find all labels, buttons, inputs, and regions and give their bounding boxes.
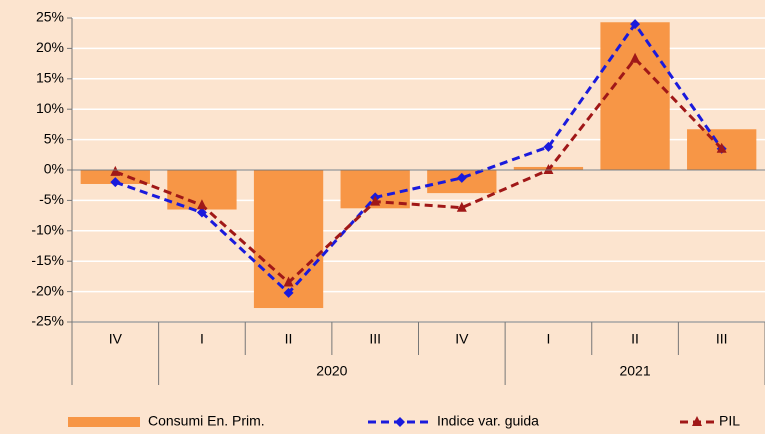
- y-tick-label: 10%: [36, 100, 64, 116]
- line: [114, 21, 723, 295]
- x-tick-label: III: [369, 331, 381, 347]
- x-tick-label: I: [200, 331, 204, 347]
- bar: [80, 170, 150, 184]
- marker: [196, 207, 207, 218]
- x-group-label: 2021: [619, 363, 650, 379]
- marker: [196, 199, 207, 210]
- marker: [395, 417, 405, 427]
- x-tick-label: II: [631, 331, 639, 347]
- bar: [253, 170, 324, 309]
- marker: [630, 19, 641, 30]
- marker: [716, 142, 727, 153]
- line: [114, 56, 723, 285]
- bar: [600, 22, 670, 171]
- y-tick-label: 25%: [36, 9, 64, 25]
- marker: [456, 172, 467, 183]
- y-tick-label: -10%: [31, 222, 64, 238]
- y-tick-label: -15%: [31, 252, 64, 268]
- legend-label: Consumi En. Prim.: [148, 413, 265, 429]
- marker: [630, 52, 641, 63]
- x-tick-label: I: [546, 331, 550, 347]
- legend-swatch: [68, 417, 140, 427]
- y-tick-label: 0%: [44, 161, 64, 177]
- marker: [110, 165, 121, 176]
- y-tick-label: 20%: [36, 39, 64, 55]
- y-tick-label: -20%: [31, 282, 64, 298]
- legend-label: PIL: [719, 413, 740, 429]
- marker: [283, 287, 294, 298]
- x-tick-label: III: [716, 331, 728, 347]
- marker: [543, 141, 554, 152]
- marker: [692, 416, 702, 426]
- marker: [456, 201, 467, 212]
- marker: [370, 195, 381, 206]
- y-tick-label: -5%: [39, 191, 64, 207]
- y-tick-label: -25%: [31, 313, 64, 329]
- x-tick-label: IV: [109, 331, 123, 347]
- y-tick-label: 5%: [44, 130, 64, 146]
- marker: [283, 276, 294, 287]
- x-tick-label: IV: [455, 331, 469, 347]
- x-tick-label: II: [285, 331, 293, 347]
- marker: [110, 177, 121, 188]
- y-tick-label: 15%: [36, 70, 64, 86]
- legend-label: Indice var. guida: [437, 413, 539, 429]
- marker: [543, 164, 554, 174]
- x-group-label: 2020: [316, 363, 347, 379]
